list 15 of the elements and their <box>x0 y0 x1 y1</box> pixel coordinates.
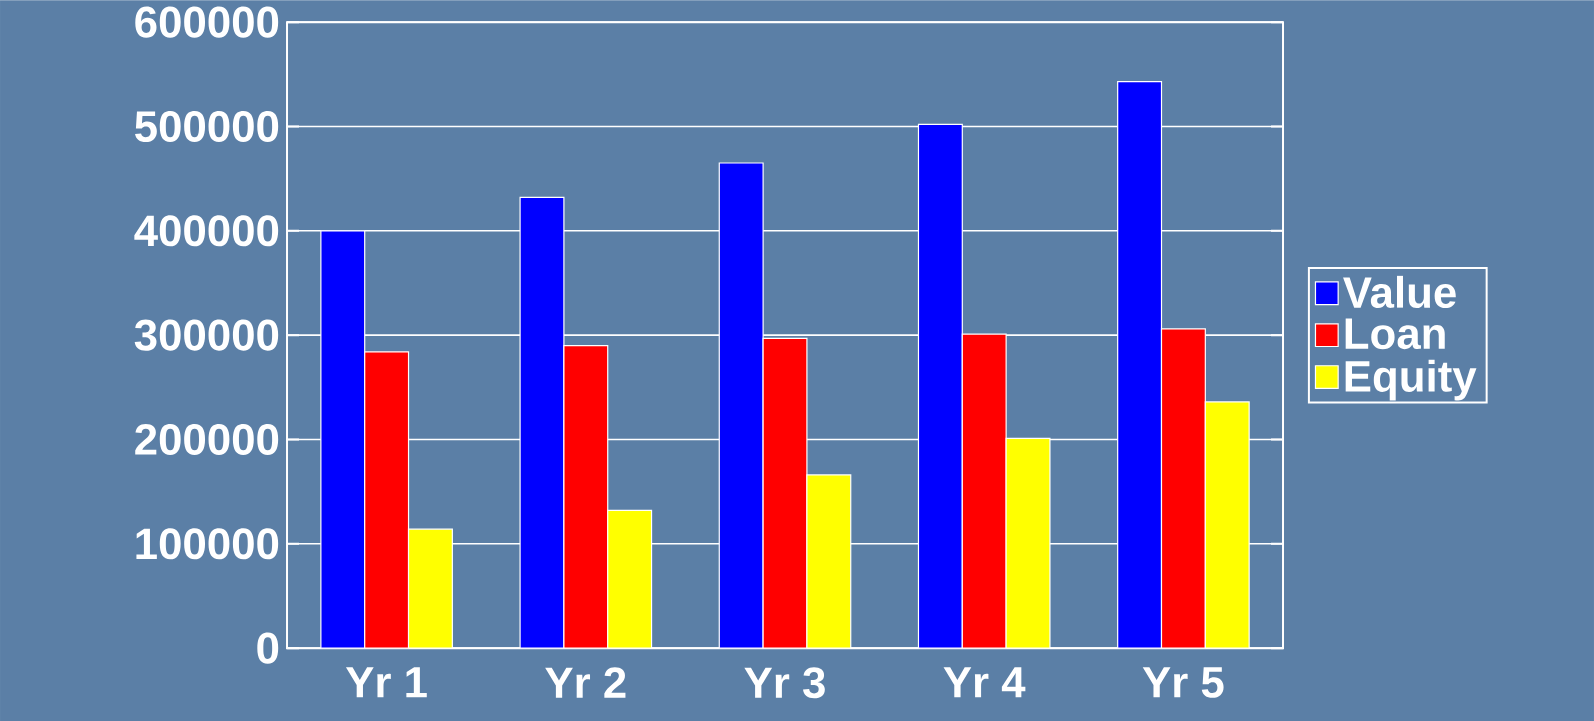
y-tick-label: 200000 <box>135 423 279 455</box>
y-tick-label: 300000 <box>134 319 279 351</box>
x-tick-label: Yr 2 <box>545 667 626 698</box>
legend-label: Value <box>1343 275 1456 308</box>
y-tick-label: 400000 <box>134 215 279 247</box>
legend-label: Equity <box>1345 359 1477 401</box>
x-tick-label: Yr 1 <box>345 667 427 698</box>
y-tick-label: 600000 <box>135 6 279 38</box>
y-tick-label: 0 <box>257 632 279 664</box>
x-tick-label: Yr 4 <box>943 667 1026 698</box>
x-tick-label: Yr 3 <box>744 667 825 699</box>
y-tick-label: 100000 <box>136 528 279 560</box>
legend-label: Loan <box>1345 318 1445 350</box>
x-tick-label: Yr 5 <box>1142 667 1224 698</box>
y-tick-label: 500000 <box>135 110 279 142</box>
